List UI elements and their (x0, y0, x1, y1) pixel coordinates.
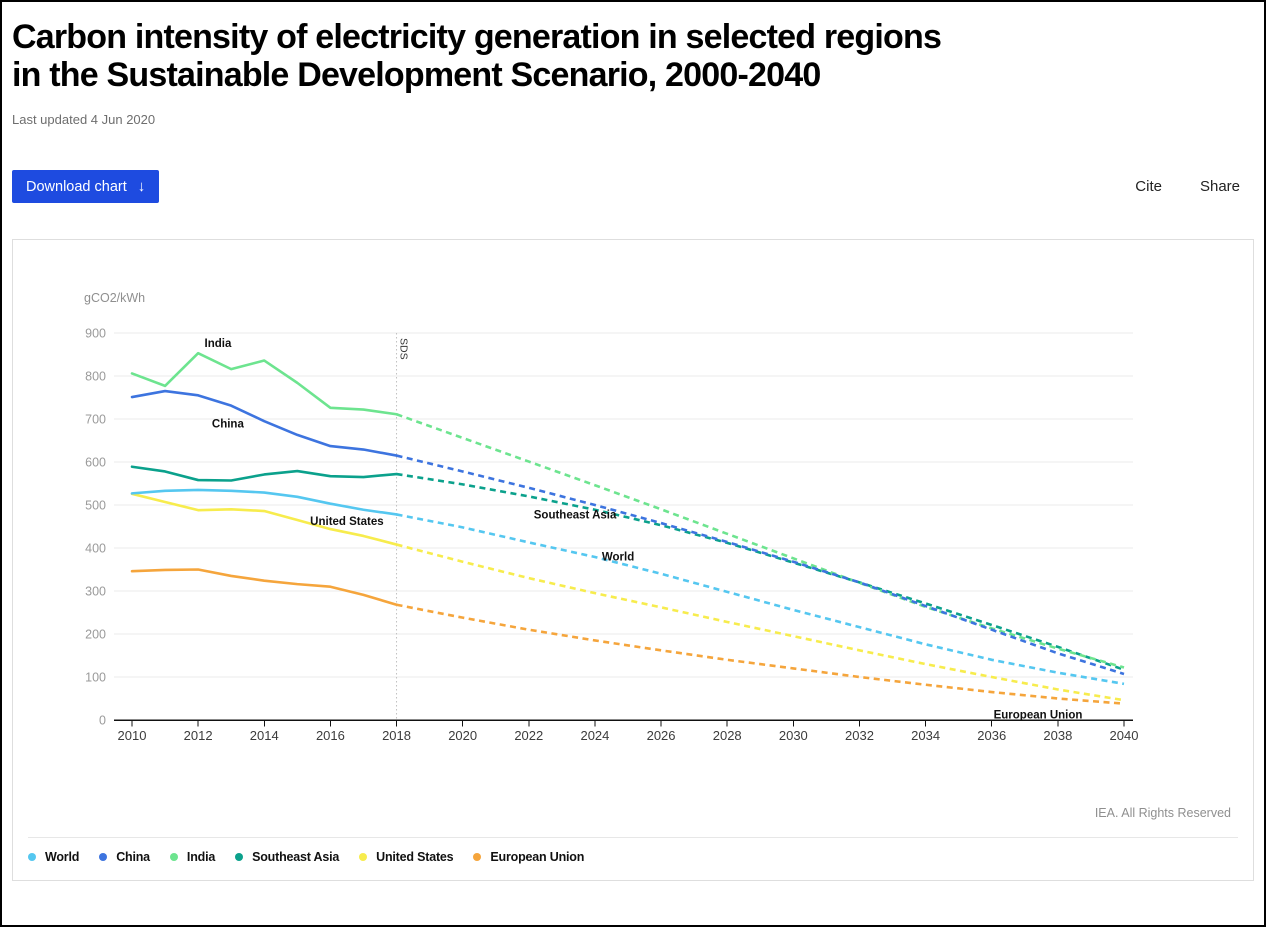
legend-dot-icon (99, 853, 108, 862)
y-tick-label: 500 (85, 499, 106, 513)
x-tick-label: 2026 (647, 728, 676, 743)
legend-label: Southeast Asia (252, 850, 340, 865)
download-chart-button[interactable]: Download chart ↓ (12, 170, 160, 204)
series-line-united-states-projection[interactable] (396, 543, 1125, 702)
y-tick-label: 300 (85, 585, 106, 599)
page-title: Carbon intensity of electricity generati… (12, 18, 942, 95)
legend-dot-icon (359, 853, 368, 862)
download-arrow-icon: ↓ (137, 178, 146, 196)
x-tick-label: 2032 (845, 728, 874, 743)
x-tick-label: 2016 (316, 728, 345, 743)
series-label-european-union: European Union (994, 710, 1083, 722)
series-line-india-historical[interactable] (130, 352, 398, 416)
x-tick-label: 2028 (713, 728, 742, 743)
x-tick-label: 2018 (382, 728, 411, 743)
x-tick-label: 2020 (448, 728, 477, 743)
y-tick-label: 0 (99, 714, 106, 728)
source-note: IEA. All Rights Reserved (1094, 806, 1231, 821)
series-line-southeast-asia-projection[interactable] (396, 472, 1125, 672)
series-line-world-projection[interactable] (396, 513, 1125, 686)
x-tick-label: 2010 (118, 728, 147, 743)
y-tick-label: 600 (85, 456, 106, 470)
legend-item-southeast-asia[interactable]: Southeast Asia (235, 850, 339, 864)
series-line-southeast-asia-historical[interactable] (130, 465, 398, 482)
legend-item-united-states[interactable]: United States (359, 850, 454, 865)
legend-label: World (45, 850, 80, 865)
legend-item-india[interactable]: India (169, 850, 216, 865)
series-line-china-historical[interactable] (130, 389, 398, 458)
series-label-southeast-asia: Southeast Asia (534, 510, 617, 522)
last-updated: Last updated 4 Jun 2020 (12, 112, 156, 128)
x-tick-label: 2024 (580, 728, 609, 743)
legend-item-world[interactable]: World (28, 850, 79, 864)
x-tick-label: 2036 (977, 728, 1006, 743)
series-label-united-states: United States (310, 516, 384, 528)
x-tick-label: 2022 (514, 728, 543, 743)
cite-button[interactable]: Cite (1135, 178, 1162, 196)
x-tick-label: 2040 (1110, 728, 1139, 743)
legend-dot-icon (28, 853, 36, 862)
series-line-india-projection[interactable] (396, 413, 1125, 669)
series-label-india: India (205, 338, 232, 350)
x-tick-label: 2030 (779, 728, 808, 743)
series-line-china-projection[interactable] (396, 454, 1125, 676)
toolbar-links: Cite Share (1135, 178, 1240, 195)
legend-label: China (116, 850, 150, 865)
sds-label: SDS (398, 338, 410, 360)
y-tick-label: 800 (85, 370, 106, 384)
y-tick-label: 400 (85, 542, 106, 556)
y-tick-label: 100 (85, 671, 106, 685)
series-line-world-historical[interactable] (130, 488, 398, 516)
legend-dot-icon (169, 853, 178, 862)
legend-divider (28, 837, 1238, 839)
series-line-united-states-historical[interactable] (130, 492, 398, 547)
y-tick-label: 700 (85, 413, 106, 427)
x-tick-label: 2034 (911, 728, 940, 743)
legend-label: United States (376, 850, 454, 865)
legend-dot-icon (235, 853, 244, 862)
series-label-china: China (212, 418, 245, 430)
series-line-european-union-projection[interactable] (396, 603, 1125, 706)
x-tick-label: 2038 (1043, 728, 1072, 743)
legend-label: European Union (490, 850, 585, 865)
x-tick-label: 2014 (250, 728, 279, 743)
series-label-world: World (602, 552, 634, 564)
y-axis-unit-label: gCO2/kWh (84, 291, 145, 305)
legend-dot-icon (473, 853, 482, 862)
legend-label: India (186, 850, 216, 865)
chart-legend: World China India Southeast Asia United Stat… (28, 850, 584, 864)
y-tick-label: 900 (85, 327, 106, 341)
chart-plot: 0 100 200 300 400 500 600 700 800 900 gCO2/kWh 2010… (84, 291, 1139, 743)
toolbar: Download chart ↓ Cite Share (12, 170, 1254, 204)
legend-item-european-union[interactable]: European Union (473, 850, 584, 864)
y-tick-label: 200 (85, 628, 106, 642)
chart-card: 0 100 200 300 400 500 600 700 800 900 gCO2/kWh 2010… (12, 239, 1254, 882)
x-tick-label: 2012 (184, 728, 213, 743)
share-button[interactable]: Share (1199, 178, 1240, 196)
series-line-european-union-historical[interactable] (130, 568, 398, 607)
legend-item-china[interactable]: China (99, 850, 150, 864)
download-button-label: Download chart (26, 178, 127, 195)
